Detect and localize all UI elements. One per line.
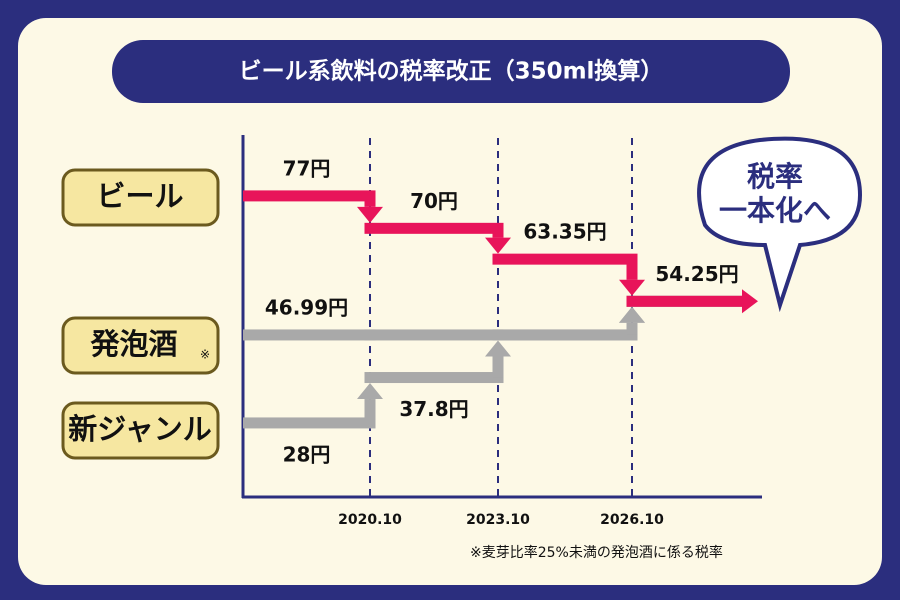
chart-title: ビール系飲料の税率改正（350ml換算） bbox=[239, 58, 664, 85]
legend-box bbox=[61, 401, 220, 460]
x-tick-label: 2020.10 bbox=[338, 512, 402, 528]
step-arrowhead bbox=[357, 383, 383, 400]
step-arrowhead bbox=[619, 279, 645, 296]
footnote: ※麦芽比率25%未満の発泡酒に係る税率 bbox=[470, 544, 723, 561]
step-segment bbox=[364, 329, 504, 341]
legend-label: 発泡酒 bbox=[89, 327, 177, 361]
step-segment bbox=[492, 329, 638, 341]
value-label: 46.99円 bbox=[265, 295, 348, 319]
x-tick-label: 2023.10 bbox=[466, 512, 530, 528]
legend-box bbox=[61, 316, 220, 375]
step-arrowhead bbox=[619, 306, 645, 323]
step-connector bbox=[626, 259, 638, 280]
callout: 税率 一本化へ bbox=[697, 136, 863, 313]
legend-label: 新ジャンル bbox=[68, 412, 212, 446]
value-label: 37.8円 bbox=[399, 397, 468, 421]
step-connector bbox=[492, 228, 504, 238]
legend-box bbox=[61, 168, 220, 227]
step-segment bbox=[626, 295, 742, 307]
legend-label: ビール bbox=[96, 179, 183, 213]
step-arrowhead bbox=[485, 340, 511, 357]
step-connector bbox=[492, 356, 504, 378]
step-connector bbox=[364, 399, 376, 423]
step-arrowhead bbox=[357, 206, 383, 223]
series bbox=[243, 190, 758, 314]
step-segment bbox=[243, 417, 376, 429]
end-arrowhead bbox=[742, 289, 758, 314]
panel bbox=[18, 18, 882, 585]
legend-note: ※ bbox=[200, 348, 210, 362]
value-label: 70円 bbox=[410, 189, 458, 213]
step-arrowhead bbox=[485, 237, 511, 254]
step-segment bbox=[243, 190, 376, 202]
step-segment bbox=[364, 372, 504, 384]
step-segment bbox=[492, 253, 638, 265]
value-label: 54.25円 bbox=[655, 262, 738, 286]
value-label: 77円 bbox=[283, 156, 331, 180]
step-connector bbox=[364, 195, 376, 207]
callout-bubble bbox=[697, 136, 863, 313]
step-segment bbox=[364, 222, 504, 234]
step-segment bbox=[243, 329, 376, 341]
callout-text: 税率 bbox=[747, 160, 803, 193]
callout-text: 一本化へ bbox=[719, 194, 831, 227]
x-tick-label: 2026.10 bbox=[600, 512, 664, 528]
value-label: 28円 bbox=[283, 442, 331, 466]
value-label: 63.35円 bbox=[523, 220, 606, 244]
step-connector bbox=[626, 322, 638, 335]
title-pill bbox=[112, 40, 790, 103]
